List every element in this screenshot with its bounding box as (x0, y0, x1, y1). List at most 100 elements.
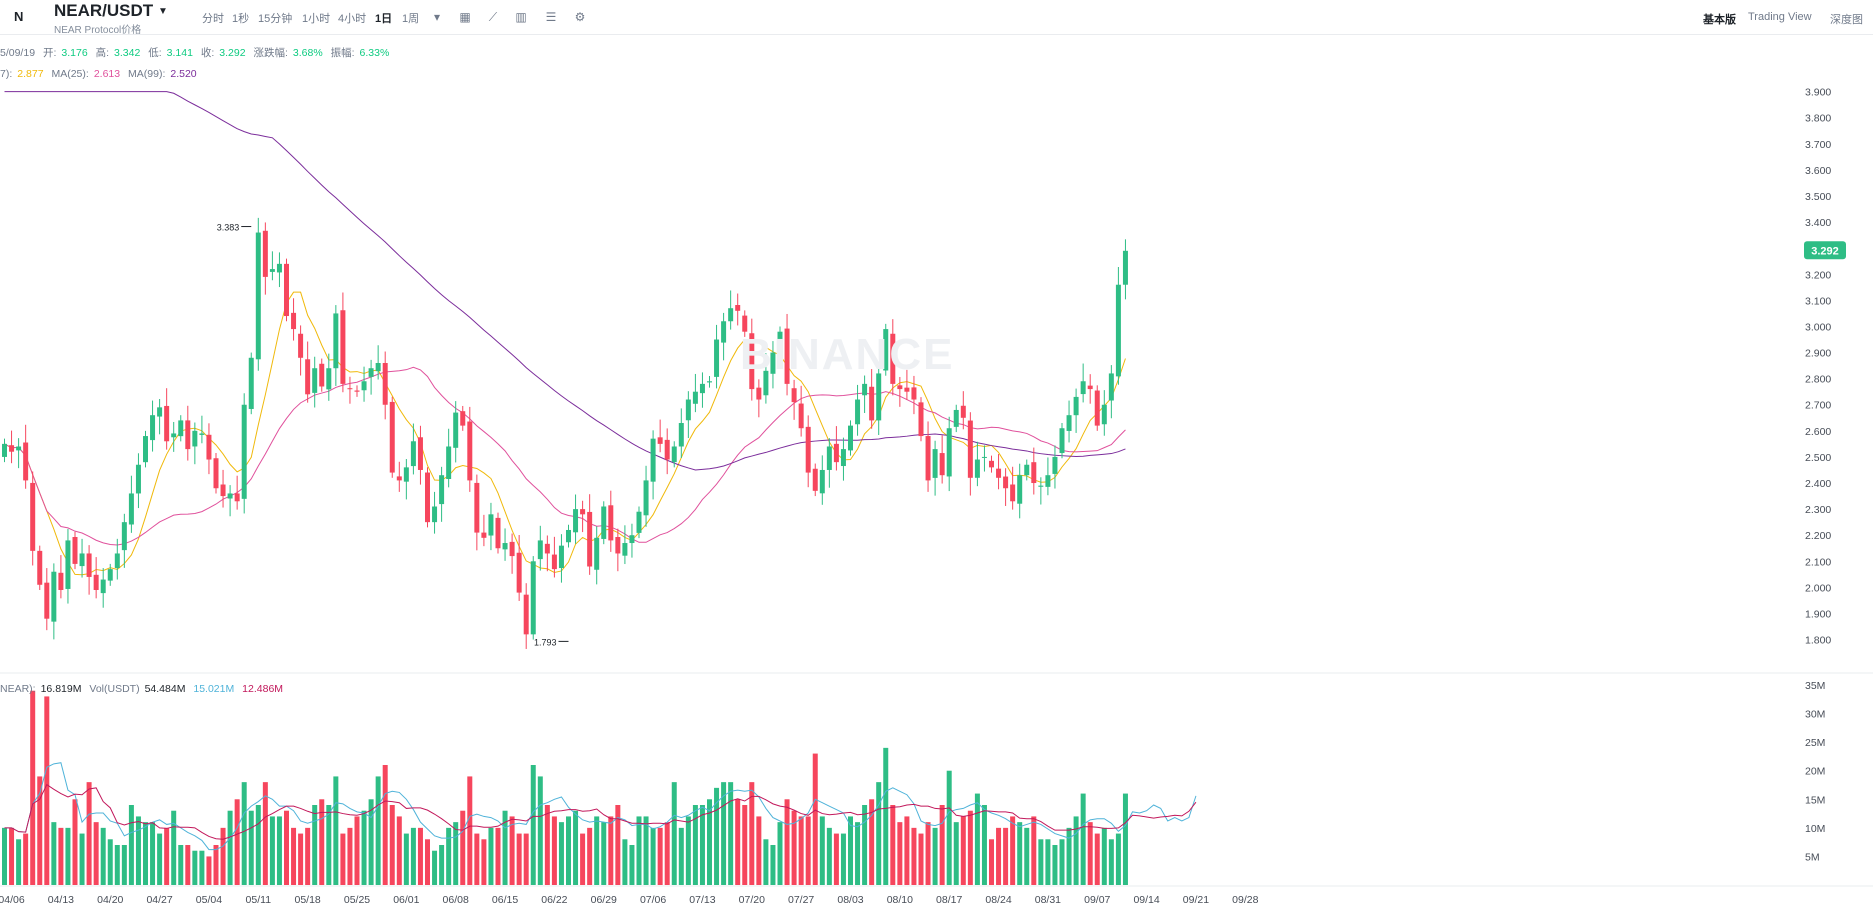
candle-up (312, 368, 318, 393)
settings-list-icon[interactable]: ☰ (545, 10, 557, 24)
volume-bar (16, 839, 22, 885)
vol-ma1-value: 15.021M (193, 683, 235, 695)
candle-down (206, 434, 212, 460)
candle-up (537, 540, 543, 560)
candle-up (79, 553, 85, 567)
volume-bar (425, 839, 430, 885)
candle-up (1066, 415, 1072, 431)
volume-bar (361, 810, 367, 885)
view-depth[interactable]: 深度图 (1830, 14, 1863, 26)
volume-bar (305, 827, 311, 885)
candle-down (9, 445, 15, 452)
candle-up (685, 399, 691, 421)
view-tradingview[interactable]: Trading View (1748, 11, 1812, 23)
candle-up (114, 553, 120, 569)
candle-down (467, 421, 473, 481)
price-tick-label: 1.900 (1805, 608, 1831, 620)
volume-bar (812, 753, 818, 885)
volume-bar (855, 822, 861, 885)
volume-ma5-line (4, 762, 1197, 851)
indicator-icon[interactable]: ⟋ (488, 10, 498, 24)
date-tick-label: 04/27 (146, 894, 172, 906)
candle-down (44, 582, 50, 619)
candle-up (361, 381, 367, 391)
volume-bar (326, 805, 332, 885)
view-basic[interactable]: 基本版 (1703, 14, 1736, 26)
price-annotations: 3.383 1.793 3.292 (217, 223, 1846, 647)
pair-title[interactable]: NEAR/USDT (54, 1, 154, 20)
price-tick-label: 2.000 (1805, 582, 1831, 594)
candle-up (135, 464, 141, 494)
candle-down (495, 517, 501, 549)
volume-bar (1010, 816, 1016, 885)
candle-down (798, 403, 804, 429)
pair-subtitle[interactable]: NEAR Protocol价格 (54, 25, 142, 36)
volume-bar (530, 765, 536, 885)
ma25-line (4, 366, 1126, 546)
calendar-icon[interactable]: ▦ (459, 10, 471, 24)
price-tick-label: 2.600 (1805, 426, 1831, 438)
volume-bar (791, 810, 797, 885)
candle-down (319, 363, 325, 387)
volume-bar (150, 822, 156, 885)
price-tick-label: 2.900 (1805, 348, 1831, 360)
interval-tab[interactable]: 1秒 (232, 13, 250, 25)
candle-down (996, 468, 1002, 478)
interval-tab[interactable]: 1小时 (302, 13, 331, 25)
volume-bar (185, 845, 191, 885)
candle-up (840, 449, 846, 467)
time-axis: 04/06 04/13 04/20 04/27 05/04 05/11 05/18 05/25… (0, 894, 1259, 906)
candle-up (530, 561, 536, 635)
interval-tab[interactable]: 分时 (202, 13, 224, 25)
price-tick-label: 2.500 (1805, 452, 1831, 464)
candle-up (678, 423, 684, 447)
ma7-label: 7): (0, 68, 13, 80)
volume-bar (389, 805, 395, 885)
candle-up (643, 480, 649, 516)
candle-up (629, 535, 635, 544)
open-label: 开: (42, 47, 57, 59)
volume-bar (1045, 839, 1051, 885)
volume-bar (1031, 816, 1037, 885)
chart-type-icon[interactable]: ▥ (515, 10, 527, 24)
date-tick-label: 06/08 (443, 894, 469, 906)
volume-bar (30, 690, 36, 885)
volume-bar (587, 827, 593, 885)
volume-bar (9, 827, 15, 885)
pair-dropdown-icon[interactable]: ▼ (158, 6, 168, 17)
candle-down (298, 333, 304, 358)
volume-bar (509, 816, 515, 885)
volume-bar (375, 776, 381, 885)
candle-up (51, 571, 57, 622)
volume-bar (869, 799, 875, 885)
volume-bar (537, 776, 543, 885)
candle-down (1087, 385, 1093, 390)
volume-bar (911, 827, 917, 885)
volume-bar (819, 816, 825, 885)
interval-tab[interactable]: 4小时 (338, 13, 367, 25)
volume-bar (241, 782, 247, 885)
volume-bar (840, 833, 846, 885)
price-tick-label: 2.100 (1805, 556, 1831, 568)
interval-tab-active[interactable]: 1日 (375, 13, 393, 25)
more-intervals-icon[interactable]: ▾ (433, 10, 441, 24)
volume-bar (1003, 827, 1009, 885)
candle-down (284, 263, 289, 317)
candle-up (932, 449, 938, 478)
volume-bar (446, 827, 452, 885)
candle-up (375, 363, 381, 372)
volume-bar (79, 833, 85, 885)
interval-tab[interactable]: 15分钟 (258, 13, 293, 25)
annotation-label: 3.383 (217, 223, 240, 233)
interval-tab[interactable]: 1周 (402, 13, 420, 25)
candle-down (509, 541, 515, 557)
candle-up (439, 475, 445, 505)
candle-up (883, 329, 889, 371)
gear-icon[interactable]: ⚙ (574, 10, 586, 24)
volume-bar (319, 799, 325, 885)
candle-up (707, 381, 712, 383)
candle-up (227, 493, 233, 499)
candle-up (1038, 485, 1044, 487)
candlesticks (2, 217, 1128, 649)
